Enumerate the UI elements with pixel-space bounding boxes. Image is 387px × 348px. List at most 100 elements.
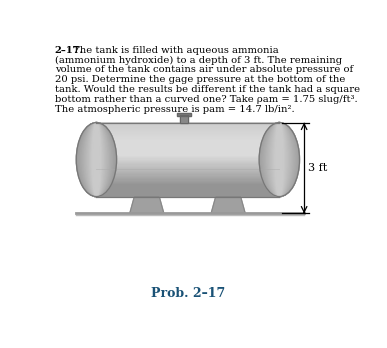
Bar [96,158,279,160]
Polygon shape [211,197,245,213]
Ellipse shape [77,122,116,197]
Text: volume of the tank contains air under absolute pressure of: volume of the tank contains air under ab… [55,65,353,74]
Bar [96,151,279,152]
Bar [96,157,279,158]
Ellipse shape [80,122,113,197]
Ellipse shape [262,122,296,197]
Bar [96,131,279,133]
Ellipse shape [83,122,110,197]
Ellipse shape [91,122,102,197]
Ellipse shape [260,122,299,197]
Text: 2–17.: 2–17. [55,46,84,55]
Text: The atmospheric pressure is pam = 14.7 lb/in².: The atmospheric pressure is pam = 14.7 l… [55,105,294,114]
Bar [177,113,191,117]
Bar [96,191,279,193]
Ellipse shape [273,122,286,197]
Ellipse shape [89,122,103,197]
Bar [96,136,279,137]
Bar [96,124,279,125]
Ellipse shape [92,122,101,197]
Bar [96,178,279,179]
Bar [180,115,188,122]
Bar [96,190,279,192]
Ellipse shape [87,122,106,197]
Bar [96,180,279,182]
Bar [96,175,279,177]
Ellipse shape [84,122,109,197]
Bar [96,152,279,153]
Bar [96,188,279,189]
Bar [96,145,279,147]
Bar [96,184,279,185]
Bar [96,173,279,174]
Ellipse shape [269,122,290,197]
Ellipse shape [85,122,108,197]
Bar [96,174,279,176]
Ellipse shape [91,122,102,197]
Ellipse shape [88,122,105,197]
Text: (ammonium hydroxide) to a depth of 3 ft. The remaining: (ammonium hydroxide) to a depth of 3 ft.… [55,55,342,65]
Bar [96,169,279,171]
Ellipse shape [263,122,296,197]
Bar [177,113,191,117]
Bar [96,127,279,129]
Bar [96,164,279,166]
Ellipse shape [264,122,295,197]
Ellipse shape [262,122,297,197]
Ellipse shape [272,122,286,197]
Bar [96,128,279,130]
Bar [96,140,279,141]
Ellipse shape [80,122,113,197]
Bar [96,179,279,181]
Bar [96,142,279,144]
Bar [96,147,279,149]
Bar [96,159,279,161]
Ellipse shape [266,122,293,197]
Bar [96,126,279,127]
Ellipse shape [267,122,292,197]
Bar [96,186,279,188]
Bar [96,181,279,183]
Text: Prob. 2–17: Prob. 2–17 [151,287,225,300]
Ellipse shape [261,122,298,197]
Polygon shape [130,197,164,213]
Bar [96,137,279,139]
Ellipse shape [269,122,289,197]
Ellipse shape [88,122,104,197]
Bar [96,189,279,190]
Ellipse shape [81,122,111,197]
Bar [96,141,279,142]
Bar [96,135,279,136]
Text: 3 ft: 3 ft [308,163,327,173]
Ellipse shape [76,122,116,197]
Ellipse shape [79,122,114,197]
Ellipse shape [81,122,112,197]
Text: 20 psi. Determine the gage pressure at the bottom of the: 20 psi. Determine the gage pressure at t… [55,75,345,84]
Ellipse shape [259,122,300,197]
Ellipse shape [86,122,108,197]
Bar [96,176,279,178]
Ellipse shape [77,122,115,197]
Ellipse shape [84,122,109,197]
Bar [96,153,279,155]
Bar [96,138,279,140]
Bar [96,143,279,145]
Bar [96,144,279,146]
Text: bottom rather than a curved one? Take ρam = 1.75 slug/ft³.: bottom rather than a curved one? Take ρa… [55,95,357,104]
Bar [96,192,279,194]
Bar [96,132,279,134]
Text: tank. Would the results be different if the tank had a square: tank. Would the results be different if … [55,85,360,94]
Ellipse shape [271,122,288,197]
Bar [96,195,279,197]
Ellipse shape [78,122,115,197]
Ellipse shape [268,122,291,197]
Ellipse shape [90,122,103,197]
Ellipse shape [93,122,100,197]
Ellipse shape [274,122,284,197]
Ellipse shape [267,122,291,197]
Ellipse shape [263,122,296,197]
Bar [96,167,279,168]
Ellipse shape [272,122,287,197]
Bar [96,156,279,157]
Ellipse shape [264,122,295,197]
